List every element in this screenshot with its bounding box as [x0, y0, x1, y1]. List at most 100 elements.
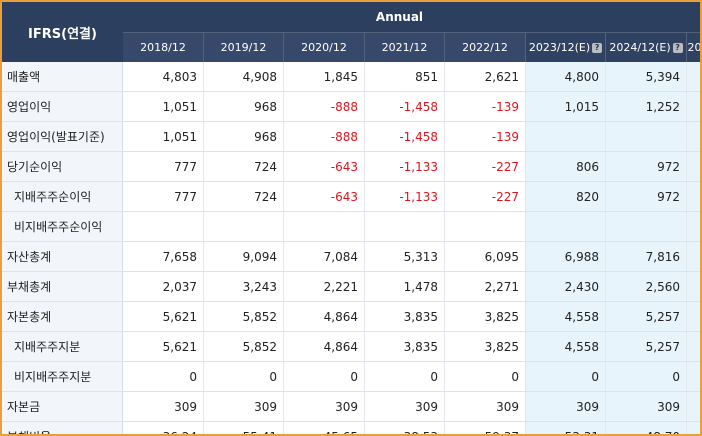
row-label: 영업이익 [2, 92, 123, 121]
table-cell: 1,252 [606, 92, 687, 121]
row-label: 지배주주순이익 [2, 182, 123, 211]
table-cell: 968 [204, 122, 284, 151]
table-cell: 1,478 [365, 272, 445, 301]
table-cell: 3,835 [365, 302, 445, 331]
table-cell [365, 212, 445, 241]
table-row: 영업이익 1,051 968 -888 -1,458 -139 1,015 1,252 [2, 92, 700, 122]
table-cell: -139 [445, 122, 526, 151]
table-cell [204, 212, 284, 241]
table-cell [687, 152, 700, 181]
table-cell [606, 122, 687, 151]
year-header: 2024/12(E)? [606, 33, 687, 62]
table-cell: 36.24 [123, 422, 204, 434]
table-cell: 0 [284, 362, 365, 391]
table-cell: 309 [606, 392, 687, 421]
table-row: 비지배주주순이익 [2, 212, 700, 242]
table-cell: -1,133 [365, 182, 445, 211]
table-cell: 0 [606, 362, 687, 391]
table-cell: 2,037 [123, 272, 204, 301]
table-cell: -643 [284, 182, 365, 211]
table-cell: 0 [365, 362, 445, 391]
year-header: 2021/12 [365, 33, 445, 62]
table-cell: 309 [365, 392, 445, 421]
table-row: 부채비율36.2455.4145.6538.5359.3753.3148.70 [2, 422, 700, 434]
table-cell: 3,243 [204, 272, 284, 301]
table-cell: -888 [284, 92, 365, 121]
table-cell [526, 122, 606, 151]
table-cell [687, 392, 700, 421]
table-cell: 48.70 [606, 422, 687, 434]
table-row: 영업이익(발표기준) 1,051 968 -888 -1,458 -139 [2, 122, 700, 152]
table-cell: 309 [526, 392, 606, 421]
table-row: 자본총계 5,621 5,852 4,864 3,835 3,825 4,558 5,257 [2, 302, 700, 332]
table-cell: 2,621 [445, 62, 526, 91]
table-cell: 5,852 [204, 332, 284, 361]
row-label: 비지배주주지분 [2, 362, 123, 391]
table-cell [687, 362, 700, 391]
table-cell: 4,558 [526, 302, 606, 331]
table-cell: 724 [204, 152, 284, 181]
table-cell: 1,051 [123, 92, 204, 121]
table-cell [526, 212, 606, 241]
table-cell: 2,221 [284, 272, 365, 301]
row-label: 영업이익(발표기준) [2, 122, 123, 151]
table-cell: 1,015 [526, 92, 606, 121]
table-cell: 4,800 [526, 62, 606, 91]
table-cell: 6,988 [526, 242, 606, 271]
table-cell: 7,816 [606, 242, 687, 271]
table-cell: 9,094 [204, 242, 284, 271]
table-cell: 3,835 [365, 332, 445, 361]
table-cell: -888 [284, 122, 365, 151]
table-cell [284, 212, 365, 241]
table-cell: 38.53 [365, 422, 445, 434]
table-cell: 4,558 [526, 332, 606, 361]
table-cell: 972 [606, 152, 687, 181]
row-label: 매출액 [2, 62, 123, 91]
table-cell: 820 [526, 182, 606, 211]
table-cell: 5,313 [365, 242, 445, 271]
row-label: 지배주주지분 [2, 332, 123, 361]
table-cell: 4,864 [284, 332, 365, 361]
year-header: 2018/12 [123, 33, 204, 62]
table-cell: 309 [123, 392, 204, 421]
table-cell [687, 62, 700, 91]
table-cell: 5,621 [123, 332, 204, 361]
table-cell: 309 [445, 392, 526, 421]
table-cell [687, 242, 700, 271]
table-row: 부채총계 2,037 3,243 2,221 1,478 2,271 2,430 2,560 [2, 272, 700, 302]
table-cell: 0 [445, 362, 526, 391]
table-cell: 724 [204, 182, 284, 211]
table-row: 당기순이익 777 724 -643 -1,133 -227 806 972 [2, 152, 700, 182]
table-cell [687, 122, 700, 151]
row-label: 부채총계 [2, 272, 123, 301]
help-icon[interactable]: ? [592, 42, 603, 53]
table-row: 지배주주순이익 777 724 -643 -1,133 -227 820 972 [2, 182, 700, 212]
help-icon[interactable]: ? [672, 42, 683, 53]
table-cell: 1,845 [284, 62, 365, 91]
table-cell: 7,084 [284, 242, 365, 271]
table-cell: 777 [123, 152, 204, 181]
table-cell: 2,271 [445, 272, 526, 301]
table-cell: 7,658 [123, 242, 204, 271]
annual-group-header: Annual [123, 2, 700, 33]
table-cell: 6,095 [445, 242, 526, 271]
row-label: 부채비율 [2, 422, 123, 434]
table-cell: 851 [365, 62, 445, 91]
table-cell: -1,458 [365, 122, 445, 151]
year-header: 2023/12(E)? [526, 33, 606, 62]
table-row: 자산총계 7,658 9,094 7,084 5,313 6,095 6,988 7,816 [2, 242, 700, 272]
table-cell [687, 92, 700, 121]
table-cell: 0 [526, 362, 606, 391]
table-cell: 972 [606, 182, 687, 211]
table-cell [687, 212, 700, 241]
year-header: 2019/12 [204, 33, 284, 62]
table-cell [606, 212, 687, 241]
table-cell: 45.65 [284, 422, 365, 434]
table-row: 자본금 309 309 309 309 309 309 309 [2, 392, 700, 422]
table-row: 매출액 4,803 4,908 1,845 851 2,621 4,800 5,394 [2, 62, 700, 92]
table-cell: -1,458 [365, 92, 445, 121]
corner-header: IFRS(연결) [2, 2, 124, 62]
table-cell: 4,803 [123, 62, 204, 91]
row-label: 비지배주주순이익 [2, 212, 123, 241]
